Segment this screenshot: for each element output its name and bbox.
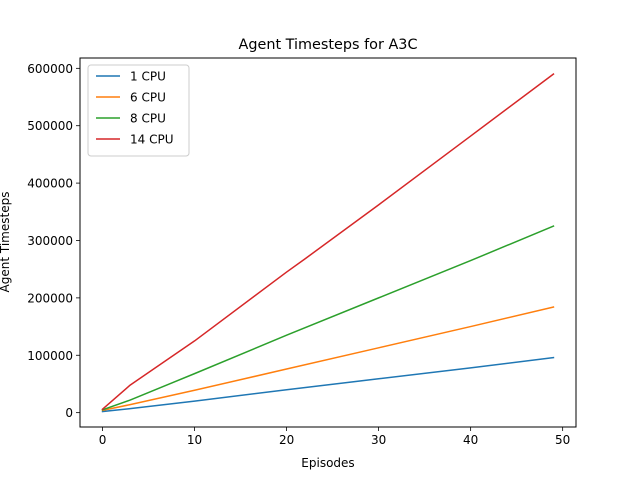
legend-label-2: 8 CPU <box>130 112 166 126</box>
series-line-2 <box>101 225 555 411</box>
series-line-1 <box>101 306 555 412</box>
y-axis: 0 100000 200000 300000 400000 500000 600000 <box>27 62 80 420</box>
y-axis-label: Agent Timesteps <box>0 192 12 293</box>
series-line-0 <box>101 356 555 413</box>
y-tick-label: 300000 <box>27 234 73 248</box>
legend-label-0: 1 CPU <box>130 70 166 84</box>
y-tick-label: 600000 <box>27 62 73 76</box>
x-tick-label: 30 <box>371 433 386 447</box>
legend-box <box>87 64 190 157</box>
x-tick-label: 0 <box>99 433 107 447</box>
legend-label-1: 6 CPU <box>130 91 166 105</box>
y-tick-label: 500000 <box>27 119 73 133</box>
x-axis-label: Episodes <box>301 456 354 470</box>
x-axis: 0 10 20 30 40 50 <box>99 427 570 447</box>
series-layer <box>101 73 555 413</box>
x-tick-label: 50 <box>555 433 570 447</box>
chart-title: Agent Timesteps for A3C <box>239 37 418 53</box>
legend-label-3: 14 CPU <box>130 133 173 147</box>
y-tick-label: 400000 <box>27 177 73 191</box>
x-tick-label: 40 <box>463 433 478 447</box>
plot-frame <box>79 57 577 428</box>
x-tick-label: 10 <box>187 433 202 447</box>
y-tick-label: 100000 <box>27 349 73 363</box>
series-line-3 <box>101 73 555 411</box>
legend: 1 CPU 6 CPU 8 CPU 14 CPU <box>87 64 190 157</box>
y-tick-label: 200000 <box>27 291 73 305</box>
x-tick-label: 20 <box>279 433 294 447</box>
y-tick-label: 0 <box>65 406 73 420</box>
